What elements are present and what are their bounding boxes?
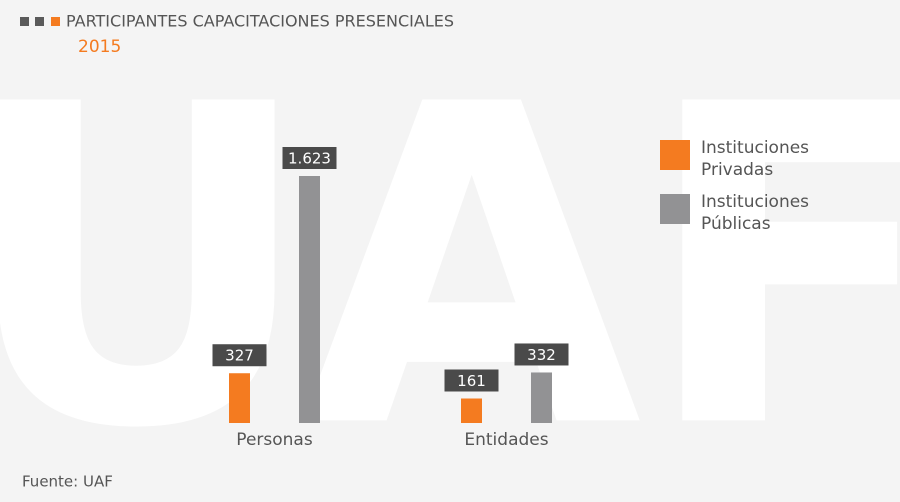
value-label: 332 — [527, 346, 556, 364]
value-label-box — [212, 344, 267, 367]
title-icon — [35, 17, 44, 26]
legend-swatch — [660, 194, 690, 224]
source: Fuente: UAF — [22, 473, 113, 491]
title-icon — [51, 17, 60, 26]
chart-subtitle: 2015 — [78, 37, 121, 57]
legend-label: Instituciones Privadas — [701, 138, 810, 180]
watermark: UAF — [0, 12, 900, 502]
bar — [299, 176, 320, 423]
chart-title: PARTICIPANTES CAPACITACIONES PRESENCIALE… — [66, 12, 454, 31]
legend-swatch — [660, 140, 690, 170]
value-label: 327 — [225, 347, 254, 365]
legend-label: Instituciones Públicas — [701, 192, 810, 234]
x-tick-label: Entidades — [464, 430, 548, 450]
value-label: 1.623 — [288, 150, 331, 168]
value-label-box — [444, 369, 499, 392]
title-icon — [20, 17, 29, 26]
bar — [229, 373, 250, 423]
value-label-box — [514, 343, 569, 366]
x-tick-label: Personas — [236, 430, 313, 450]
value-label: 161 — [457, 372, 486, 390]
bar — [461, 398, 482, 423]
bar — [531, 372, 552, 423]
value-label-box — [282, 147, 337, 169]
